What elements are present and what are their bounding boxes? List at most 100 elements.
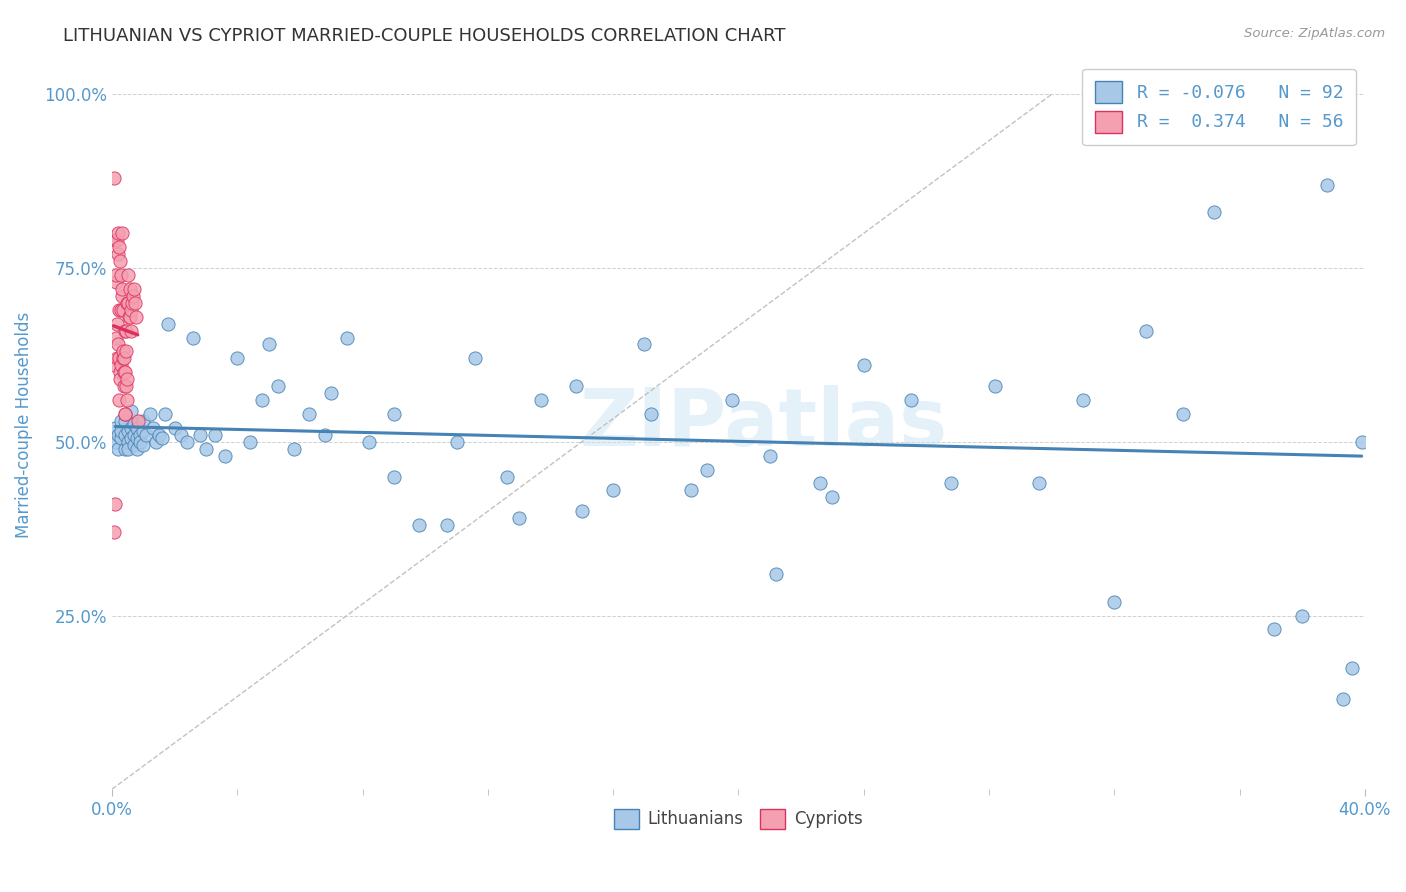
Text: LITHUANIAN VS CYPRIOT MARRIED-COUPLE HOUSEHOLDS CORRELATION CHART: LITHUANIAN VS CYPRIOT MARRIED-COUPLE HOU… <box>63 27 786 45</box>
Point <box>114 407 136 421</box>
Point <box>117 434 139 449</box>
Point <box>1071 393 1094 408</box>
Point <box>135 427 157 442</box>
Point <box>115 324 138 338</box>
Point <box>464 351 486 366</box>
Point <box>142 421 165 435</box>
Point <box>640 407 662 421</box>
Point <box>852 359 875 373</box>
Point <box>170 427 193 442</box>
Point <box>382 407 405 421</box>
Point <box>111 289 134 303</box>
Point <box>107 427 129 442</box>
Point <box>530 393 553 408</box>
Point <box>155 407 177 421</box>
Point <box>120 282 142 296</box>
Point <box>1028 476 1050 491</box>
Point <box>176 434 198 449</box>
Point <box>105 268 128 282</box>
Text: Source: ZipAtlas.com: Source: ZipAtlas.com <box>1244 27 1385 40</box>
Point <box>122 282 145 296</box>
Point <box>984 379 1007 393</box>
Point <box>108 351 131 366</box>
Point <box>110 414 132 428</box>
Point <box>114 442 136 456</box>
Point <box>110 359 132 373</box>
Point <box>163 421 186 435</box>
Point <box>112 379 135 393</box>
Point <box>121 289 143 303</box>
Point <box>150 431 173 445</box>
Point <box>183 330 205 344</box>
Point <box>571 504 593 518</box>
Point <box>118 310 141 324</box>
Point <box>1350 434 1372 449</box>
Point <box>239 434 262 449</box>
Point <box>103 525 125 540</box>
Point <box>138 407 160 421</box>
Point <box>108 365 131 379</box>
Point <box>110 254 132 268</box>
Point <box>765 566 787 581</box>
Point <box>125 421 148 435</box>
Point <box>107 247 129 261</box>
Point <box>408 518 430 533</box>
Point <box>1291 608 1313 623</box>
Point <box>314 427 336 442</box>
Point <box>112 351 135 366</box>
Point <box>204 427 226 442</box>
Point <box>125 442 148 456</box>
Point <box>111 302 134 317</box>
Point <box>125 310 148 324</box>
Point <box>125 431 148 445</box>
Point <box>105 233 128 247</box>
Point <box>117 268 139 282</box>
Point <box>110 425 132 439</box>
Point <box>1234 122 1257 136</box>
Text: ZIPatlas: ZIPatlas <box>579 385 948 464</box>
Point <box>107 337 129 351</box>
Point <box>336 330 359 344</box>
Point <box>129 434 152 449</box>
Point <box>283 442 305 456</box>
Point <box>1263 623 1285 637</box>
Legend: Lithuanians, Cypriots: Lithuanians, Cypriots <box>607 802 869 836</box>
Point <box>114 379 136 393</box>
Point <box>808 476 831 491</box>
Point <box>117 393 139 408</box>
Point <box>758 449 780 463</box>
Point <box>226 351 249 366</box>
Point <box>107 227 129 241</box>
Point <box>112 344 135 359</box>
Point <box>105 330 128 344</box>
Point <box>117 442 139 456</box>
Point <box>696 462 718 476</box>
Point <box>194 442 217 456</box>
Point <box>114 365 136 379</box>
Point <box>103 359 125 373</box>
Point <box>357 434 380 449</box>
Point <box>1135 324 1157 338</box>
Point <box>127 414 149 428</box>
Point <box>108 393 131 408</box>
Point <box>267 379 290 393</box>
Point <box>821 491 844 505</box>
Point <box>1173 407 1195 421</box>
Point <box>114 427 136 442</box>
Point <box>108 240 131 254</box>
Point <box>298 407 321 421</box>
Point <box>321 386 343 401</box>
Point <box>252 393 274 408</box>
Point <box>120 431 142 445</box>
Point <box>114 324 136 338</box>
Point <box>382 469 405 483</box>
Point <box>148 427 170 442</box>
Point <box>110 302 132 317</box>
Point <box>124 295 146 310</box>
Point <box>104 275 127 289</box>
Point <box>900 393 922 408</box>
Point <box>157 317 180 331</box>
Point <box>129 427 152 442</box>
Point <box>120 324 142 338</box>
Point <box>104 421 127 435</box>
